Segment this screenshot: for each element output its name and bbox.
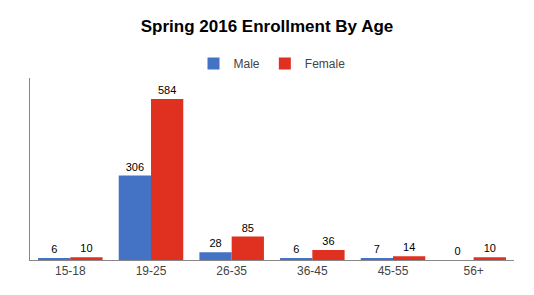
svg-text:36-45: 36-45 xyxy=(297,264,328,278)
svg-text:45-55: 45-55 xyxy=(378,264,409,278)
svg-text:7: 7 xyxy=(374,243,380,255)
svg-text:10: 10 xyxy=(80,242,92,254)
svg-text:584: 584 xyxy=(158,84,176,96)
svg-text:19-25: 19-25 xyxy=(136,264,167,278)
svg-text:28: 28 xyxy=(209,237,221,249)
svg-text:Male: Male xyxy=(234,57,260,71)
svg-text:Female: Female xyxy=(305,57,345,71)
svg-text:0: 0 xyxy=(454,245,460,257)
svg-text:306: 306 xyxy=(126,161,144,173)
svg-text:Spring 2016 Enrollment By Age: Spring 2016 Enrollment By Age xyxy=(141,17,394,36)
svg-text:36: 36 xyxy=(322,235,334,247)
svg-text:10: 10 xyxy=(484,242,496,254)
svg-text:6: 6 xyxy=(293,243,299,255)
svg-text:26-35: 26-35 xyxy=(216,264,247,278)
svg-text:6: 6 xyxy=(51,243,57,255)
svg-text:85: 85 xyxy=(242,222,254,234)
svg-text:14: 14 xyxy=(403,241,415,253)
svg-text:15-18: 15-18 xyxy=(55,264,86,278)
svg-text:56+: 56+ xyxy=(463,264,483,278)
